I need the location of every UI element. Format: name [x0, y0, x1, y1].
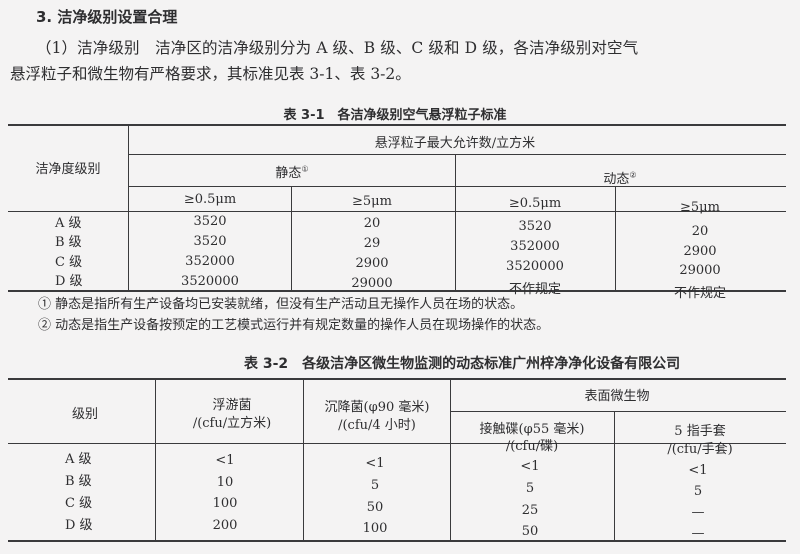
- table-cell: <1: [688, 463, 708, 478]
- section-title: 3. 洁净级别设置合理: [36, 8, 178, 26]
- grade-label: C 级: [55, 255, 83, 270]
- table-cell: 2900: [355, 256, 389, 271]
- table-cell: 10: [216, 475, 234, 490]
- sub-header: ≥0.5μm: [183, 192, 237, 207]
- table-cell: —: [691, 505, 705, 520]
- column-header: 接触碟(φ55 毫米): [479, 422, 585, 437]
- column-header-unit: /(cfu/手套): [667, 442, 733, 457]
- table-cell: 352000: [510, 239, 560, 254]
- footnote: ② 动态是指生产设备按预定的工艺模式运行并有规定数量的操作人员在现场操作的状态。: [38, 318, 550, 333]
- grade-label: D 级: [65, 518, 93, 533]
- grade-label: B 级: [55, 235, 82, 250]
- group-header: 表面微生物: [584, 389, 650, 404]
- column-header: 洁净度级别: [35, 162, 101, 177]
- table-cell: 29000: [679, 263, 721, 278]
- grade-label: B 级: [65, 474, 92, 489]
- table-cell: <1: [365, 456, 385, 471]
- table-cell: 50: [521, 524, 539, 539]
- paragraph-line: 悬浮粒子和微生物有严格要求，其标准见表 3-1、表 3-2。: [10, 65, 411, 83]
- table-cell: 5: [370, 478, 380, 493]
- table-cell: 3520: [193, 234, 227, 249]
- column-header-dynamic: 动态②: [603, 170, 637, 187]
- table-cell: 352000: [185, 254, 235, 269]
- table-cell: 3520000: [506, 259, 564, 274]
- column-header: 5 指手套: [674, 424, 726, 439]
- table-cell: <1: [520, 459, 540, 474]
- table-cell: 5: [693, 484, 703, 499]
- sub-header: ≥5μm: [352, 194, 392, 209]
- column-header-unit: /(cfu/4 小时): [338, 418, 416, 433]
- table-cell: 5: [525, 481, 535, 496]
- table-cell: 20: [363, 216, 381, 231]
- column-header-unit: /(cfu/碟): [505, 439, 559, 454]
- grade-label: A 级: [55, 216, 82, 231]
- column-header: 级别: [71, 407, 99, 422]
- table-cell: 29000: [351, 276, 393, 291]
- table-cell: <1: [215, 453, 235, 468]
- footnote: ① 静态是指所有生产设备均已安装就绪，但没有生产活动且无操作人员在场的状态。: [38, 297, 524, 312]
- table-cell: 100: [362, 521, 388, 536]
- table-cell: —: [691, 526, 705, 541]
- table-cell: 2900: [683, 244, 717, 259]
- paragraph-line: （1）洁净级别 洁净区的洁净级别分为 A 级、B 级、C 级和 D 级，各洁净级…: [36, 39, 639, 57]
- table-cell: 20: [691, 224, 709, 239]
- table-cell: 不作规定: [673, 286, 727, 301]
- table-cell: 3520: [193, 214, 227, 229]
- grade-label: A 级: [65, 452, 92, 467]
- table-cell: 不作规定: [508, 282, 562, 297]
- grade-label: C 级: [65, 496, 93, 511]
- table-cell: 200: [212, 518, 238, 533]
- column-header: 浮游菌: [212, 398, 252, 413]
- table-cell: 3520000: [181, 274, 239, 289]
- table-caption: 表 3-2 各级洁净区微生物监测的动态标准广州梓净净化设备有限公司: [244, 356, 681, 372]
- column-header: 沉降菌(φ90 毫米): [324, 400, 430, 415]
- table-cell: 100: [212, 496, 238, 511]
- table-caption: 表 3-1 各洁净级别空气悬浮粒子标准: [283, 108, 507, 123]
- column-header-static: 静态①: [275, 164, 309, 181]
- grade-label: D 级: [55, 274, 83, 289]
- table-cell: 25: [521, 503, 539, 518]
- table-cell: 50: [366, 500, 384, 515]
- table-cell: 29: [363, 236, 381, 251]
- group-header: 悬浮粒子最大允许数/立方米: [374, 136, 536, 151]
- sub-header: ≥5μm: [680, 200, 720, 215]
- sub-header: ≥0.5μm: [508, 196, 562, 211]
- table-cell: 3520: [518, 219, 552, 234]
- column-header-unit: /(cfu/立方米): [192, 416, 272, 431]
